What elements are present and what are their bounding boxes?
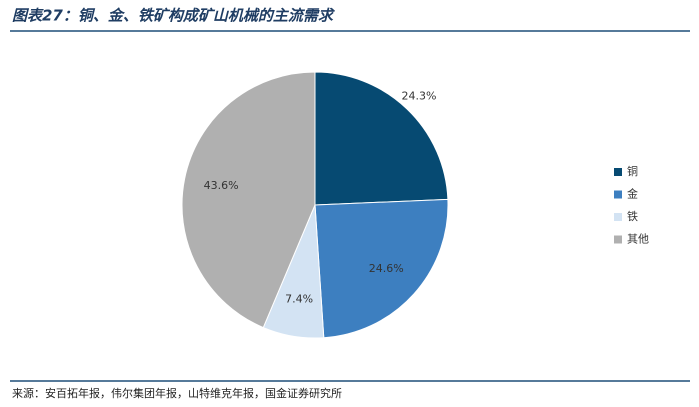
- legend-label: 其他: [627, 233, 649, 246]
- legend-swatch: [614, 213, 622, 221]
- data-label: 24.6%: [369, 262, 404, 275]
- data-label: 43.6%: [204, 179, 239, 192]
- pie-slice: [314, 198, 449, 339]
- legend-swatch: [614, 190, 622, 199]
- legend-label: 铁: [627, 210, 638, 223]
- pie-slice: [314, 71, 449, 206]
- data-label: 24.3%: [402, 89, 437, 102]
- pie-slice: [181, 71, 316, 329]
- legend-label: 铜: [627, 164, 638, 178]
- source: 来源：安百拓年报，伟尔集团年报，山特维克年报，国金证券研究所: [12, 386, 342, 400]
- legend-swatch: [614, 168, 622, 176]
- legend-swatch: [614, 235, 622, 244]
- data-label: 7.4%: [285, 292, 313, 305]
- legend-label: 金: [627, 187, 638, 201]
- chart-title: 图表27：铜、金、铁矿构成矿山机械的主流需求: [12, 7, 335, 25]
